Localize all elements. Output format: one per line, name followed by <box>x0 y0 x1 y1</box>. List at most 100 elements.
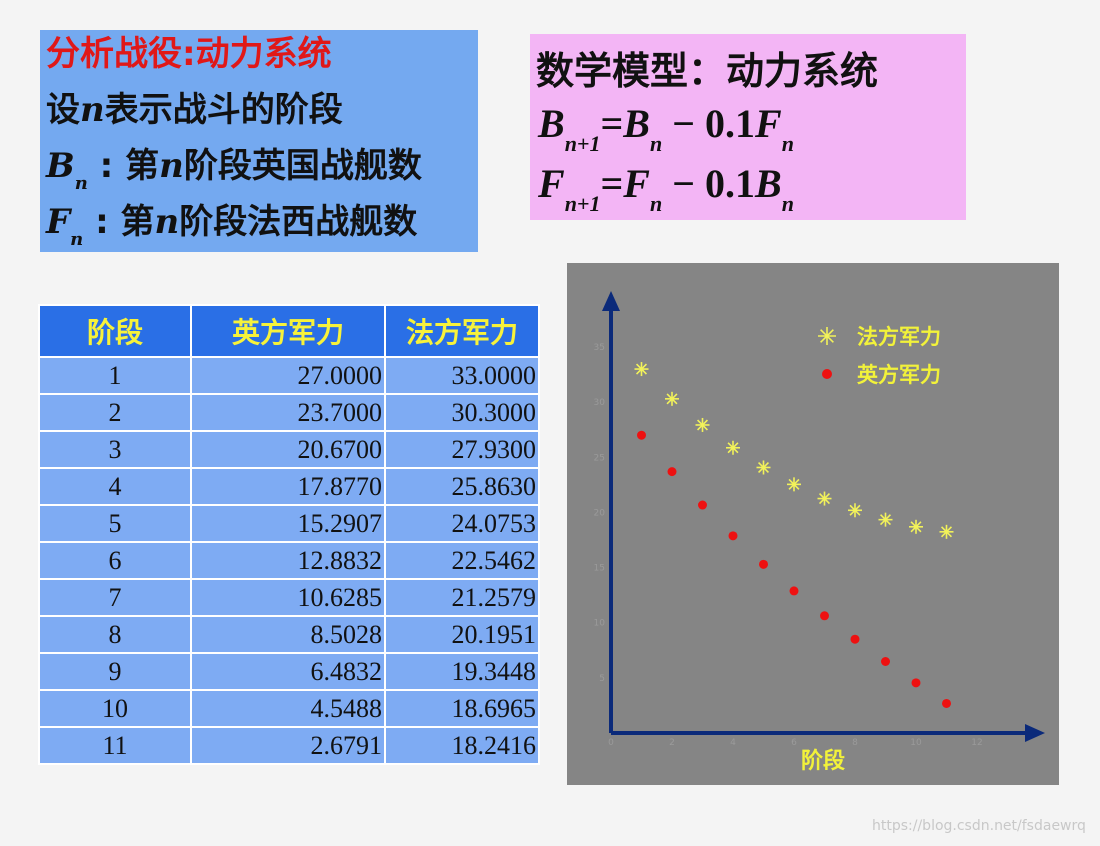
british-cell: 6.4832 <box>190 652 386 691</box>
definitions-title: 分析战役:动力系统 <box>46 34 332 74</box>
french-cell: 18.2416 <box>384 726 540 765</box>
table-row: 3 20.6700 27.9300 <box>38 430 540 469</box>
british-cell: 17.8770 <box>190 467 386 506</box>
british-point <box>789 586 799 596</box>
chart-panel: 0 2 4 6 8 10 12 5 10 15 20 25 30 35 阶段 法方军力 英方军力 <box>567 263 1059 785</box>
legend-star-icon <box>818 327 836 345</box>
definitions-panel: 分析战役:动力系统 设n表示战斗的阶段 Bn : 第n阶段英国战舰数 Fn : … <box>40 30 478 252</box>
y-tick-label: 20 <box>594 508 606 518</box>
french-cell: 19.3448 <box>384 652 540 691</box>
stage-cell: 8 <box>38 615 192 654</box>
british-point <box>942 698 951 708</box>
stage-cell: 5 <box>38 504 192 543</box>
british-point <box>728 531 738 541</box>
header-stage: 阶段 <box>38 304 192 358</box>
f-definition: Fn : 第n阶段法西战舰数 <box>46 202 418 250</box>
british-cell: 2.6791 <box>190 726 386 765</box>
british-point <box>820 611 829 621</box>
table-header-row: 阶段 英方军力 法方军力 <box>38 304 540 358</box>
legend-dot-icon <box>822 369 832 379</box>
y-tick-label: 25 <box>594 453 605 463</box>
british-point <box>759 559 768 569</box>
x-axis-arrow <box>1025 724 1045 742</box>
french-cell: 22.5462 <box>384 541 540 580</box>
british-point <box>911 678 921 688</box>
table-row: 7 10.6285 21.2579 <box>38 578 540 617</box>
y-tick-label: 5 <box>599 674 605 684</box>
british-point <box>637 430 646 440</box>
french-point <box>939 524 954 539</box>
british-cell: 10.6285 <box>190 578 386 617</box>
british-cell: 15.2907 <box>190 504 386 543</box>
table-row: 6 12.8832 22.5462 <box>38 541 540 580</box>
x-tick-label: 10 <box>910 738 922 748</box>
table-row: 10 4.5488 18.6965 <box>38 689 540 728</box>
british-cell: 23.7000 <box>190 393 386 432</box>
table-row: 4 17.8770 25.8630 <box>38 467 540 506</box>
stage-cell: 7 <box>38 578 192 617</box>
french-cell: 30.3000 <box>384 393 540 432</box>
table-row: 8 8.5028 20.1951 <box>38 615 540 654</box>
french-cell: 25.8630 <box>384 467 540 506</box>
x-tick-label: 0 <box>608 738 614 748</box>
watermark: https://blog.csdn.net/fsdaewrq <box>872 818 1086 834</box>
stage-cell: 11 <box>38 726 192 765</box>
b-definition: Bn : 第n阶段英国战舰数 <box>46 146 422 194</box>
stage-cell: 2 <box>38 393 192 432</box>
y-tick-label: 10 <box>594 619 606 629</box>
french-point <box>634 362 649 377</box>
french-cell: 18.6965 <box>384 689 540 728</box>
table-row: 11 2.6791 18.2416 <box>38 726 540 765</box>
british-cell: 12.8832 <box>190 541 386 580</box>
french-point <box>909 519 923 534</box>
french-point <box>726 440 740 455</box>
y-axis-arrow <box>602 291 620 311</box>
british-point <box>881 656 890 666</box>
british-point <box>698 500 707 510</box>
legend-label: 英方军力 <box>857 363 941 387</box>
table-row: 2 23.7000 30.3000 <box>38 393 540 432</box>
french-cell: 21.2579 <box>384 578 540 617</box>
french-cell: 27.9300 <box>384 430 540 469</box>
table-row: 5 15.2907 24.0753 <box>38 504 540 543</box>
stage-cell: 4 <box>38 467 192 506</box>
french-point <box>817 491 832 506</box>
british-point <box>850 634 860 644</box>
british-cell: 8.5028 <box>190 615 386 654</box>
french-point <box>756 460 771 475</box>
y-tick-label: 15 <box>594 564 605 574</box>
french-point <box>695 417 710 432</box>
y-tick-label: 30 <box>594 398 606 408</box>
british-cell: 4.5488 <box>190 689 386 728</box>
stage-cell: 3 <box>38 430 192 469</box>
model-panel: 数学模型：动力系统 Bn+1=Bn − 0.1Fn Fn+1=Fn − 0.1B… <box>530 34 966 220</box>
header-british: 英方军力 <box>190 304 386 358</box>
equation-b: Bn+1=Bn − 0.1Fn <box>538 101 794 156</box>
x-tick-label: 6 <box>791 738 797 748</box>
french-point <box>848 503 862 518</box>
stage-definition: 设n表示战斗的阶段 <box>46 90 343 130</box>
legend-label: 法方军力 <box>857 325 941 349</box>
french-point <box>665 391 679 406</box>
header-french: 法方军力 <box>384 304 540 358</box>
french-cell: 20.1951 <box>384 615 540 654</box>
stage-cell: 10 <box>38 689 192 728</box>
stage-cell: 6 <box>38 541 192 580</box>
x-tick-label: 4 <box>730 738 736 748</box>
table-row: 1 27.0000 33.0000 <box>38 356 540 395</box>
british-point <box>667 467 677 477</box>
table-body: 1 27.0000 33.0000 2 23.7000 30.3000 3 20.6700 27… <box>38 356 540 765</box>
equation-f: Fn+1=Fn − 0.1Bn <box>538 161 794 216</box>
stage-cell: 1 <box>38 356 192 395</box>
french-point <box>787 477 801 492</box>
stage-cell: 9 <box>38 652 192 691</box>
forces-table: 阶段 英方军力 法方军力 1 27.0000 33.0000 2 23.7000 30.3… <box>38 304 540 765</box>
french-point <box>878 512 893 527</box>
french-cell: 33.0000 <box>384 356 540 395</box>
french-cell: 24.0753 <box>384 504 540 543</box>
x-tick-label: 2 <box>669 738 675 748</box>
x-axis-label: 阶段 <box>801 748 845 774</box>
british-cell: 20.6700 <box>190 430 386 469</box>
british-cell: 27.0000 <box>190 356 386 395</box>
